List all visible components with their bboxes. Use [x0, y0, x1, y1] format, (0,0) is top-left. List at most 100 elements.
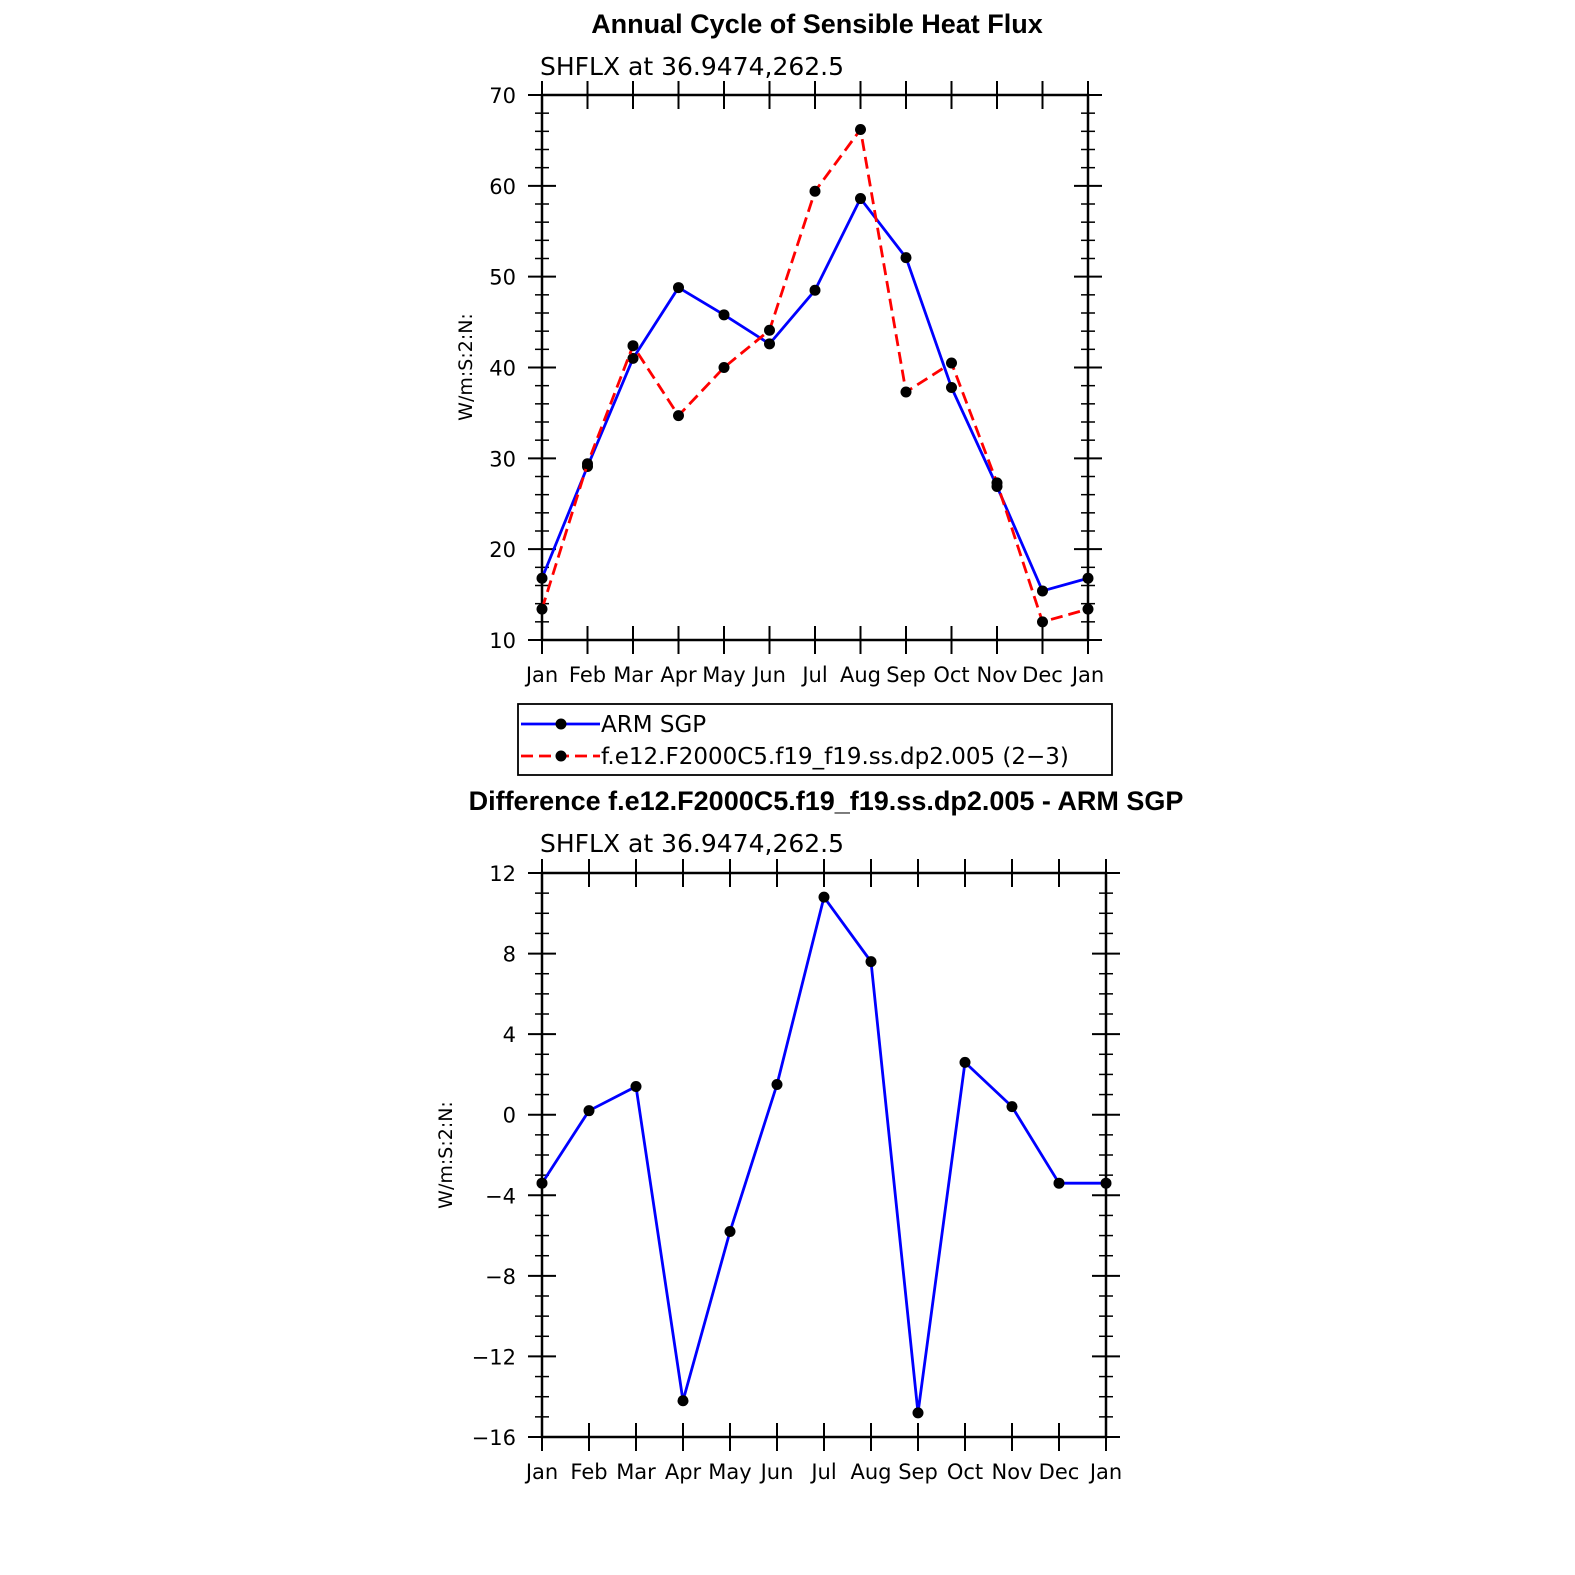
data-point — [1100, 1177, 1112, 1189]
x-tick-label: Jun — [759, 1460, 794, 1484]
chart-subtitle: SHFLX at 36.9474,262.5 — [540, 829, 844, 858]
data-point — [718, 309, 730, 321]
x-tick-label: Dec — [1039, 1460, 1080, 1484]
y-tick-label: 30 — [489, 447, 516, 471]
x-tick-label: Jan — [1070, 663, 1104, 687]
plot-frame — [540, 871, 1108, 1439]
data-point — [583, 1105, 595, 1117]
data-point — [900, 386, 912, 398]
data-point — [1053, 1177, 1065, 1189]
x-tick-label: Apr — [660, 663, 697, 687]
data-point — [536, 1177, 548, 1189]
x-tick-label: Nov — [992, 1460, 1033, 1484]
y-tick-label: 60 — [489, 175, 516, 199]
y-tick-label: 70 — [489, 84, 516, 108]
data-point — [764, 324, 775, 336]
x-tick-label: Apr — [665, 1460, 702, 1484]
series-1 — [536, 891, 1112, 1419]
series-2 — [536, 124, 1094, 628]
data-point — [673, 410, 684, 422]
y-tick-label: 40 — [489, 357, 516, 381]
data-point — [959, 1056, 971, 1068]
data-point — [946, 381, 957, 393]
y-axis-label: W/m:S:2:N: — [455, 313, 477, 421]
data-point — [946, 357, 957, 369]
x-tick-label: Oct — [933, 663, 969, 687]
chart-title: Annual Cycle of Sensible Heat Flux — [591, 9, 1043, 39]
data-point — [627, 352, 639, 364]
y-tick-label: 20 — [489, 538, 516, 562]
legend-label: f.e12.F2000C5.f19_f19.ss.dp2.005 (2−3) — [601, 744, 1069, 770]
x-tick-label: Feb — [569, 663, 606, 687]
data-point — [536, 572, 548, 584]
x-tick-label: Oct — [947, 1460, 983, 1484]
x-tick-label: Sep — [886, 663, 926, 687]
data-point — [912, 1407, 924, 1419]
y-tick-label: −4 — [485, 1184, 516, 1208]
x-tick-label: Feb — [570, 1460, 607, 1484]
data-point — [865, 956, 877, 968]
data-point — [677, 1395, 689, 1407]
data-point — [582, 458, 593, 470]
y-tick-label: 4 — [503, 1023, 516, 1047]
y-tick-label: 50 — [489, 266, 516, 290]
y-tick-label: 10 — [489, 629, 516, 653]
y-axis-label: W/m:S:2:N: — [435, 1101, 457, 1209]
legend: ARM SGP f.e12.F2000C5.f19_f19.ss.dp2.005 … — [517, 703, 1113, 776]
x-tick-label: Jan — [1088, 1460, 1122, 1484]
y-tick-label: 12 — [489, 862, 516, 886]
chart-2: Difference f.e12.F2000C5.f19_f19.ss.dp2.… — [435, 786, 1183, 1484]
x-tick-label: Jul — [800, 663, 827, 687]
x-tick-label: May — [708, 1460, 751, 1484]
data-point — [536, 603, 548, 615]
y-tick-label: −16 — [472, 1426, 516, 1450]
legend-marker — [555, 718, 567, 730]
series-line — [540, 128, 1089, 624]
data-point — [627, 340, 639, 352]
x-tick-label: May — [702, 663, 745, 687]
x-tick-label: Aug — [840, 663, 881, 687]
data-point — [1037, 585, 1048, 597]
y-tick-label: −12 — [472, 1345, 516, 1369]
x-tick-label: Jul — [809, 1460, 836, 1484]
data-point — [809, 284, 821, 296]
data-point — [673, 282, 684, 294]
data-point — [724, 1226, 736, 1238]
data-point — [1037, 616, 1048, 628]
data-point — [630, 1081, 642, 1093]
legend-box — [517, 703, 1113, 776]
series-line — [540, 197, 1089, 593]
data-point — [718, 362, 730, 373]
x-tick-label: Jun — [751, 663, 786, 687]
data-point — [809, 185, 821, 197]
y-tick-label: 0 — [503, 1104, 516, 1128]
data-point — [991, 477, 1003, 489]
x-tick-label: Aug — [850, 1460, 891, 1484]
series-line — [540, 895, 1106, 1415]
data-point — [1082, 572, 1094, 584]
x-tick-label: Mar — [616, 1460, 656, 1484]
chart-1: Annual Cycle of Sensible Heat Flux SHFLX … — [455, 9, 1113, 776]
data-point — [764, 338, 775, 350]
x-tick-label: Dec — [1022, 663, 1063, 687]
data-point — [818, 891, 830, 903]
data-point — [900, 252, 912, 264]
data-point — [855, 124, 866, 136]
y-tick-label: −8 — [485, 1265, 516, 1289]
x-tick-label: Jan — [524, 1460, 558, 1484]
y-tick-label: 8 — [503, 943, 516, 967]
data-point — [771, 1079, 783, 1090]
x-tick-label: Nov — [977, 663, 1018, 687]
legend-label: ARM SGP — [601, 712, 706, 738]
data-point — [855, 193, 866, 205]
legend-marker — [555, 750, 567, 762]
x-tick-label: Mar — [613, 663, 653, 687]
data-point — [1006, 1101, 1018, 1113]
data-point — [1082, 603, 1094, 615]
series-1 — [536, 193, 1094, 597]
x-tick-label: Sep — [898, 1460, 938, 1484]
chart-title: Difference f.e12.F2000C5.f19_f19.ss.dp2.… — [469, 786, 1184, 816]
chart-subtitle: SHFLX at 36.9474,262.5 — [540, 52, 844, 81]
x-tick-label: Jan — [524, 663, 558, 687]
